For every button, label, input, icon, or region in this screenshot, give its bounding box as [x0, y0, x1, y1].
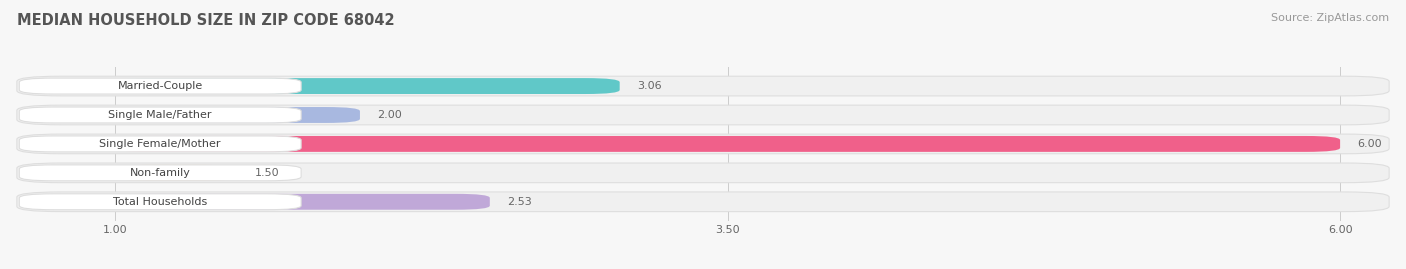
Text: 6.00: 6.00 — [1357, 139, 1382, 149]
Text: Total Households: Total Households — [112, 197, 207, 207]
FancyBboxPatch shape — [115, 107, 360, 123]
Text: Married-Couple: Married-Couple — [118, 81, 202, 91]
Text: Single Female/Mother: Single Female/Mother — [100, 139, 221, 149]
FancyBboxPatch shape — [17, 163, 1389, 183]
Text: MEDIAN HOUSEHOLD SIZE IN ZIP CODE 68042: MEDIAN HOUSEHOLD SIZE IN ZIP CODE 68042 — [17, 13, 395, 29]
FancyBboxPatch shape — [20, 194, 301, 210]
FancyBboxPatch shape — [20, 136, 301, 152]
Text: 1.50: 1.50 — [254, 168, 280, 178]
FancyBboxPatch shape — [20, 78, 301, 94]
FancyBboxPatch shape — [20, 107, 301, 123]
Text: 2.00: 2.00 — [377, 110, 402, 120]
FancyBboxPatch shape — [115, 165, 238, 181]
Text: Non-family: Non-family — [129, 168, 191, 178]
FancyBboxPatch shape — [17, 134, 1389, 154]
FancyBboxPatch shape — [115, 136, 1340, 152]
FancyBboxPatch shape — [17, 76, 1389, 96]
Text: Source: ZipAtlas.com: Source: ZipAtlas.com — [1271, 13, 1389, 23]
Text: Single Male/Father: Single Male/Father — [108, 110, 212, 120]
Text: 2.53: 2.53 — [508, 197, 531, 207]
FancyBboxPatch shape — [17, 105, 1389, 125]
FancyBboxPatch shape — [20, 165, 301, 181]
Text: 3.06: 3.06 — [637, 81, 661, 91]
FancyBboxPatch shape — [115, 78, 620, 94]
FancyBboxPatch shape — [17, 192, 1389, 212]
FancyBboxPatch shape — [115, 194, 489, 210]
